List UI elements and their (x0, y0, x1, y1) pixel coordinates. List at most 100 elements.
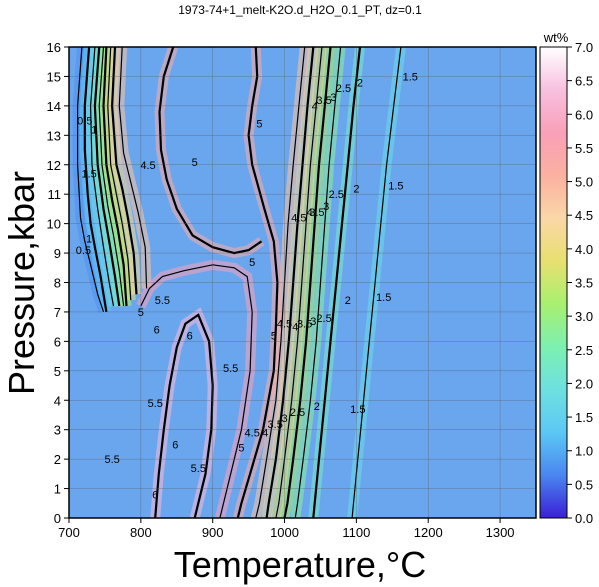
contour-label-text: 3 (281, 413, 287, 425)
contour-label-text: 2.5 (290, 407, 305, 419)
y-tick-label: 11 (48, 187, 62, 202)
contour-label-text: 4.5 (245, 428, 260, 440)
y-tick-label: 14 (47, 99, 61, 114)
contour-label-text: 4 (312, 101, 318, 113)
contour-label-text: 3.5 (316, 95, 331, 107)
contour-label-text: 1 (86, 233, 92, 245)
contour-label-text: 3.5 (309, 207, 324, 219)
contour-label: 5.5 (104, 454, 119, 466)
contour-label: 3 (323, 201, 329, 213)
x-tick-label: 700 (58, 525, 80, 540)
contour-label: 3.5 (309, 207, 324, 219)
x-axis-label: Temperature,°C (174, 544, 427, 585)
contour-label-text: 3.5 (297, 319, 312, 331)
contour-label: 5 (238, 442, 244, 454)
contour-label-text: 5 (249, 257, 255, 269)
contour-label-text: 5.5 (223, 363, 238, 375)
colorbar-tick-label: 3.5 (575, 276, 593, 291)
contour-label: 4.5 (140, 160, 155, 172)
y-tick-label: 12 (47, 158, 61, 173)
colorbar-tick-label: 6.0 (575, 107, 593, 122)
x-tick-label: 900 (202, 525, 224, 540)
contour-label-text: 5 (238, 442, 244, 454)
contour-label: 6 (154, 325, 160, 337)
colorbar-tick-label: 3.0 (575, 309, 593, 324)
contour-label-text: 5.5 (104, 454, 119, 466)
contour-line (158, 47, 263, 255)
contour-label-text: 3.5 (268, 419, 283, 431)
contour-label: 3.5 (297, 319, 312, 331)
contour-label: 1.5 (376, 292, 391, 304)
contour-label: 4 (262, 428, 268, 440)
contour-label: 2.5 (336, 83, 351, 95)
contour-label: 2 (357, 77, 363, 89)
y-tick-label: 8 (54, 276, 61, 291)
contour-label: 5.5 (155, 295, 170, 307)
x-axis: 700 800 900 1000 1100 1200 1300 (58, 518, 515, 540)
contour-label: 5 (249, 257, 255, 269)
colorbar-tick-label: 1.0 (575, 444, 593, 459)
colorbar-tick-label: 0.0 (575, 511, 593, 526)
y-axis-label: Pressure,kbar (1, 171, 42, 395)
contour-label: 6 (152, 489, 158, 501)
contour-label: 2.5 (290, 407, 305, 419)
chart-title: 1973-74+1_melt-K2O.d_H2O_0.1_PT, dz=0.1 (178, 3, 422, 17)
contour-label: 2 (314, 401, 320, 413)
colorbar-tick-label: 5.0 (575, 175, 593, 190)
y-tick-label: 4 (54, 393, 61, 408)
grid (69, 47, 536, 518)
contour-label: 4 (292, 322, 298, 334)
contour-label-text: 2 (353, 183, 359, 195)
contour-label: 4 (312, 101, 318, 113)
y-tick-label: 6 (54, 334, 61, 349)
contour-label: 4.5 (277, 319, 292, 331)
contour-label: 5.5 (191, 463, 206, 475)
contour-label: 4.5 (291, 213, 306, 225)
contour-label: 6 (172, 439, 178, 451)
y-tick-label: 13 (47, 128, 61, 143)
colorbar-tick-label: 4.0 (575, 242, 593, 257)
contour-label: 6 (187, 330, 193, 342)
contour-label-text: 6 (154, 325, 160, 337)
contour-label: 3 (310, 316, 316, 328)
contour-label-text: 0.5 (77, 116, 92, 128)
contour-label-text: 1.5 (81, 169, 96, 181)
colorbar-tick-label: 6.5 (575, 74, 593, 89)
colorbar-tick-label: 2.0 (575, 376, 593, 391)
contour-label: 2 (353, 183, 359, 195)
contour-label-text: 6 (187, 330, 193, 342)
contour-label: 1.5 (388, 180, 403, 192)
contour-label-text: 1.5 (388, 180, 403, 192)
contour-label-text: 1.5 (350, 404, 365, 416)
y-tick-label: 9 (54, 246, 61, 261)
contour-label: 2 (345, 295, 351, 307)
contour-label: 5 (256, 119, 262, 131)
contour-line (140, 264, 253, 518)
colorbar-tick-label: 0.5 (575, 477, 593, 492)
x-tick-label: 1200 (414, 525, 443, 540)
colorbar-tick-label: 1.5 (575, 410, 593, 425)
contour-label-text: 5.5 (191, 463, 206, 475)
contour-label: 1.5 (403, 71, 418, 83)
contour-label: 3 (281, 413, 287, 425)
contour-label: 1.5 (350, 404, 365, 416)
colorbar-tick-label: 5.5 (575, 141, 593, 156)
contour-label-text: 4.5 (291, 213, 306, 225)
y-tick-label: 15 (47, 69, 61, 84)
colorbar-tick-label: 4.5 (575, 208, 593, 223)
contour-label-text: 6 (172, 439, 178, 451)
contour-label-text: 5.5 (148, 398, 163, 410)
contour-label-text: 2.5 (336, 83, 351, 95)
contour-label: 1.5 (81, 169, 96, 181)
contour-label: 0.5 (77, 116, 92, 128)
contour-line (236, 47, 279, 518)
contour-label-text: 4 (307, 207, 313, 219)
contour-label: 0.5 (76, 245, 91, 257)
contour-label-text: 5 (192, 157, 198, 169)
contour-label: 5.5 (223, 363, 238, 375)
contour-label-text: 4.5 (277, 319, 292, 331)
contour-label-text: 3 (323, 201, 329, 213)
colorbar-title: wt% (543, 30, 569, 45)
y-tick-label: 0 (54, 511, 61, 526)
